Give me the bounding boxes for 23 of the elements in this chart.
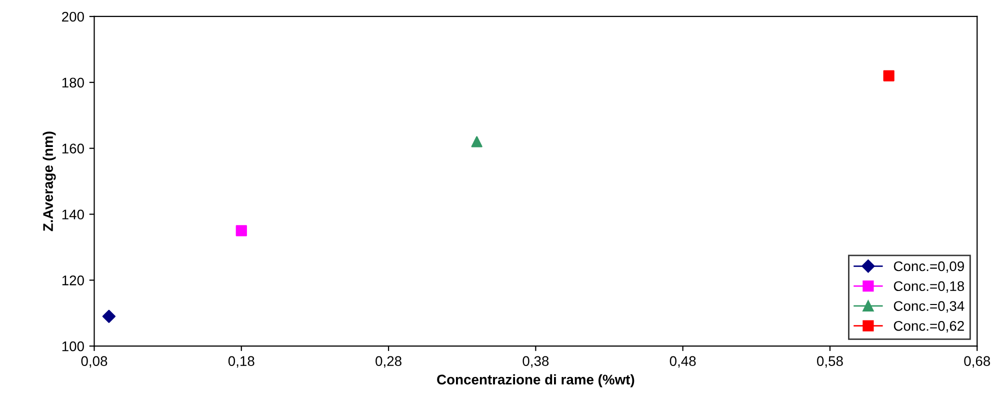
y-tick-label: 200 (62, 12, 84, 22)
point (102, 310, 116, 324)
legend-label: Conc.=0,34 (894, 301, 964, 313)
x-tick-label: 0,68 (964, 356, 990, 368)
legend-label: Conc.=0,18 (894, 281, 964, 293)
y-tick-label: 160 (62, 144, 84, 154)
x-axis-title: Concentrazione di rame (%wt) (437, 374, 634, 388)
point (883, 70, 894, 82)
x-tick-label: 0,18 (228, 356, 254, 368)
x-tick-label: 0,38 (522, 356, 549, 368)
y-tick-label: 120 (62, 275, 84, 286)
point (471, 136, 482, 148)
x-tick-label: 0,08 (81, 356, 108, 368)
x-tick-label: 0,48 (670, 356, 696, 368)
legend-label: Conc.=0,62 (894, 321, 964, 332)
y-tick-label: 180 (62, 78, 84, 88)
point (236, 225, 247, 236)
y-tick-label: 140 (62, 210, 84, 220)
y-axis-title: Z.Average (nm) (42, 132, 56, 232)
y-tick-label: 100 (62, 341, 84, 352)
x-tick-label: 0,58 (817, 356, 843, 368)
legend-label: Conc.=0,09 (894, 261, 964, 273)
x-tick-label: 0,28 (376, 356, 402, 368)
